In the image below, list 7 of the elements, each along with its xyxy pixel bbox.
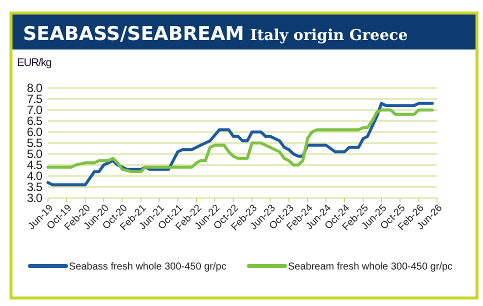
chart-title: SEABASS/SEABREAM — [23, 23, 244, 45]
chart-subtitle: Italy origin Greece — [250, 26, 408, 44]
legend-label: Seabass fresh whole 300-450 gr/pc — [69, 262, 226, 272]
line-series — [46, 102, 434, 186]
legend-label: Seabream fresh whole 300-450 gr/pc — [288, 262, 453, 272]
y-axis-title: EUR/kg — [17, 57, 52, 69]
line-series — [46, 108, 434, 174]
